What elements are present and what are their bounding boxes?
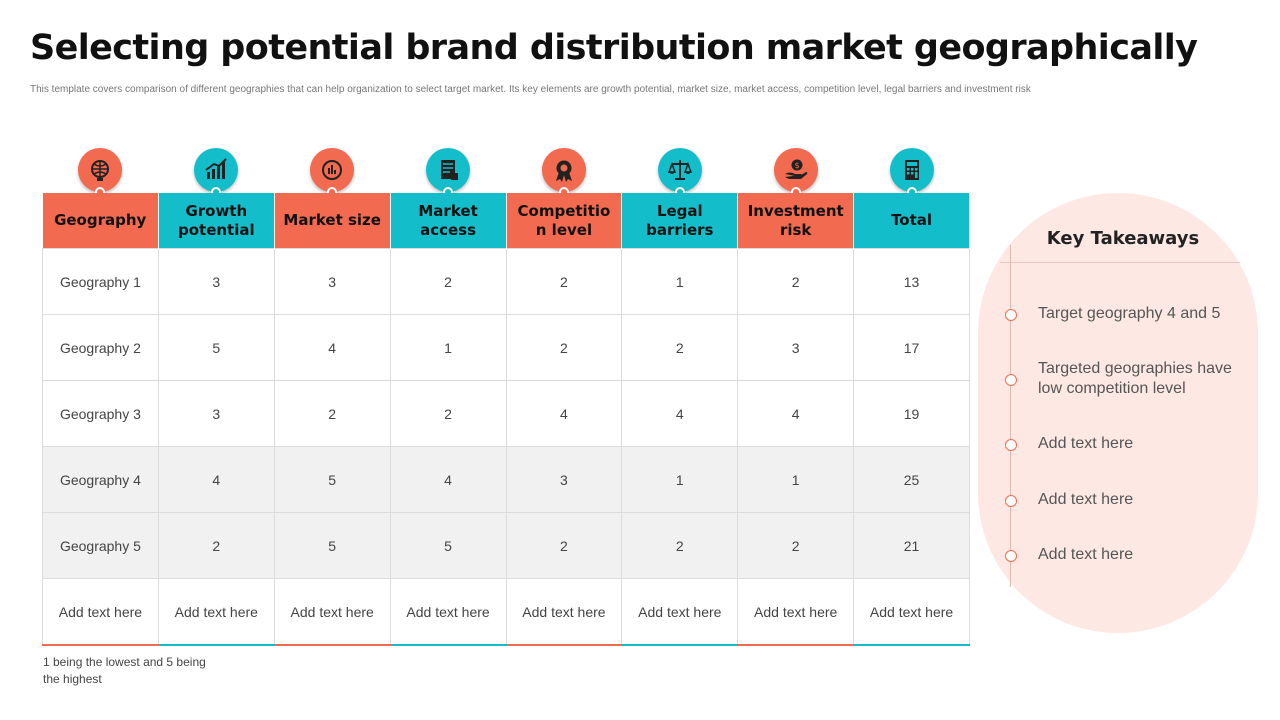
table-cell: 4 (389, 446, 507, 513)
table-cell: 1 (737, 446, 855, 513)
table-cell: 17 (853, 314, 970, 381)
table-cell: 2 (505, 314, 623, 381)
page-title: Selecting potential brand distribution m… (30, 28, 1198, 68)
bullet-icon (1005, 495, 1017, 507)
table-cell: Geography 5 (42, 512, 159, 579)
table-cell: 2 (621, 512, 739, 579)
bullet-icon (1005, 550, 1017, 562)
icon-connector-dot (211, 187, 221, 197)
table-cell: Geography 1 (42, 248, 159, 315)
table-cell: 2 (505, 248, 623, 315)
takeaway-text: Targeted geographies have low competitio… (1038, 360, 1232, 397)
table-cell: 21 (853, 512, 970, 579)
table-cell: 19 (853, 380, 970, 447)
header-market-access: Market access (390, 193, 507, 249)
table-cell: 3 (157, 248, 275, 315)
table-row-highlighted: Geography 5 2 5 5 2 2 2 21 (42, 512, 970, 579)
table-cell: 4 (157, 446, 275, 513)
table-cell: 2 (737, 248, 855, 315)
bullet-icon (1005, 309, 1017, 321)
globe-icon (78, 148, 122, 192)
market-size-icon (310, 148, 354, 192)
scale-note: 1 being the lowest and 5 being the highe… (43, 655, 206, 686)
header-competition-level: Competitio n level (506, 193, 623, 249)
table-cell: 5 (273, 446, 391, 513)
table-cell: 2 (157, 512, 275, 579)
header-geography: Geography (42, 193, 159, 249)
table-cell: 4 (621, 380, 739, 447)
award-ribbon-icon (542, 148, 586, 192)
table-cell: 3 (273, 248, 391, 315)
table-cell: 1 (621, 446, 739, 513)
table-cell: Add text here (505, 578, 623, 646)
table-cell: 3 (737, 314, 855, 381)
table-cell: Add text here (737, 578, 855, 646)
table-cell: Add text here (273, 578, 391, 646)
table-row-placeholder: Add text here Add text here Add text her… (42, 578, 970, 646)
table-cell: Geography 4 (42, 446, 159, 513)
table-cell: 4 (273, 314, 391, 381)
table-cell: 2 (505, 512, 623, 579)
scales-icon (658, 148, 702, 192)
table-cell: Geography 3 (42, 380, 159, 447)
table-cell: 13 (853, 248, 970, 315)
icon-connector-dot (907, 187, 917, 197)
takeaways-title: Key Takeaways (1046, 228, 1200, 249)
table-cell: 3 (505, 446, 623, 513)
icon-connector-dot (95, 187, 105, 197)
table-cell: Add text here (621, 578, 739, 646)
table-cell: 2 (389, 248, 507, 315)
header-icons: $ (42, 147, 970, 197)
takeaway-text: Target geography 4 and 5 (1038, 305, 1221, 322)
svg-text:$: $ (794, 161, 799, 170)
calculator-icon (890, 148, 934, 192)
table-cell: 25 (853, 446, 970, 513)
takeaway-text: Add text here (1038, 546, 1134, 563)
takeaways-timeline-line (1010, 245, 1011, 587)
table-row: Geography 1 3 3 2 2 1 2 13 (42, 248, 970, 315)
table-cell: Add text here (853, 578, 970, 646)
table-cell: 2 (389, 380, 507, 447)
table-cell: 2 (737, 512, 855, 579)
icon-connector-dot (559, 187, 569, 197)
table-cell: Add text here (389, 578, 507, 646)
icon-connector-dot (675, 187, 685, 197)
icon-connector-dot (443, 187, 453, 197)
bullet-icon (1005, 374, 1017, 386)
comparison-table: Geography Growth potential Market size M… (42, 193, 970, 646)
table-cell: Add text here (157, 578, 275, 646)
header-legal-barriers: Legal barriers (621, 193, 739, 249)
header-growth-potential: Growth potential (158, 193, 275, 249)
table-cell: 2 (273, 380, 391, 447)
takeaways-divider (1000, 262, 1240, 263)
takeaway-text: Add text here (1038, 491, 1134, 508)
document-icon (426, 148, 470, 192)
table-cell: 3 (157, 380, 275, 447)
icon-connector-dot (791, 187, 801, 197)
table-cell: 5 (389, 512, 507, 579)
table-cell: Geography 2 (42, 314, 159, 381)
table-cell: Add text here (42, 578, 159, 646)
bullet-icon (1005, 439, 1017, 451)
key-takeaways-panel (978, 193, 1258, 633)
table-cell: 2 (621, 314, 739, 381)
table-row-highlighted: Geography 4 4 5 4 3 1 1 25 (42, 446, 970, 513)
takeaway-text: Add text here (1038, 435, 1134, 452)
header-investment-risk: Investment risk (737, 193, 855, 249)
header-market-size: Market size (274, 193, 391, 249)
growth-chart-icon (194, 148, 238, 192)
table-cell: 1 (389, 314, 507, 381)
table-cell: 5 (273, 512, 391, 579)
header-total: Total (853, 193, 970, 249)
money-hand-icon: $ (774, 148, 818, 192)
icon-connector-dot (327, 187, 337, 197)
page-subtitle: This template covers comparison of diffe… (30, 84, 1031, 95)
table-row: Geography 2 5 4 1 2 2 3 17 (42, 314, 970, 381)
table-cell: 1 (621, 248, 739, 315)
table-row: Geography 3 3 2 2 4 4 4 19 (42, 380, 970, 447)
table-header-row: Geography Growth potential Market size M… (42, 193, 970, 249)
table-cell: 4 (505, 380, 623, 447)
table-cell: 5 (157, 314, 275, 381)
table-cell: 4 (737, 380, 855, 447)
